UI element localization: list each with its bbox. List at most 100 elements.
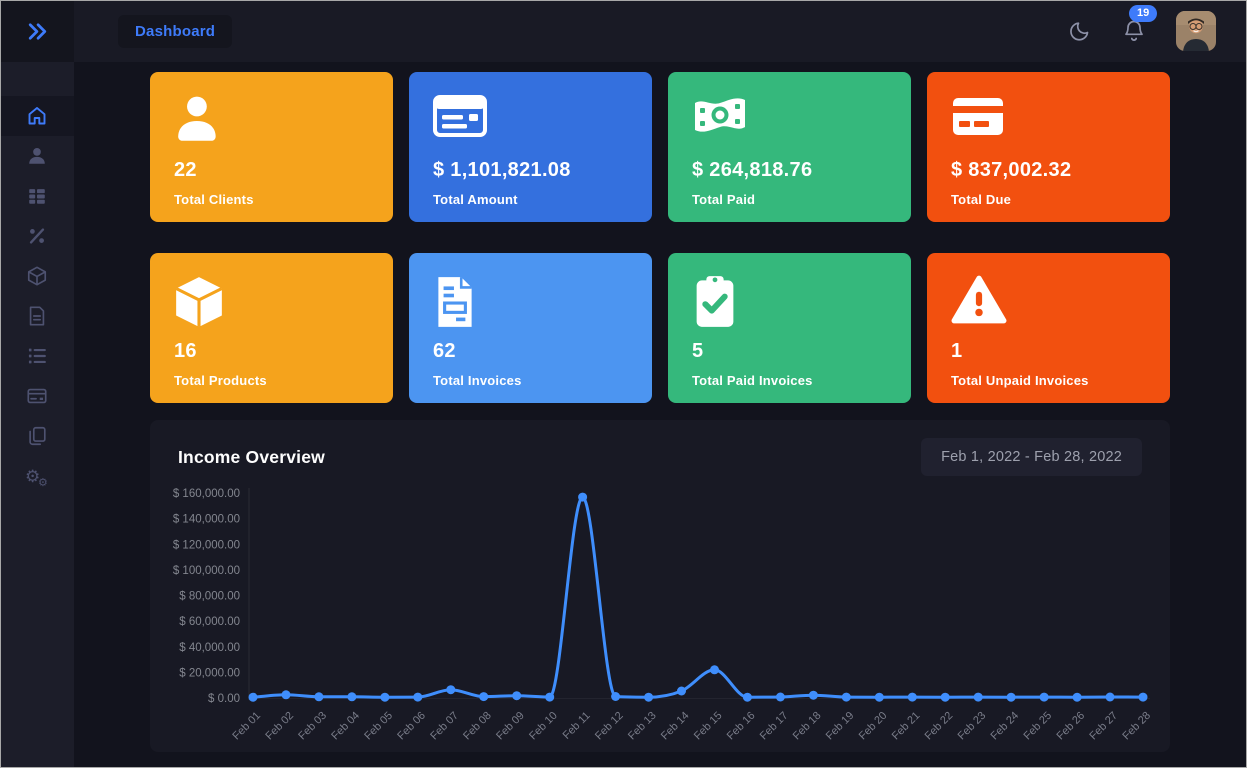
- data-point: [479, 692, 489, 702]
- stat-value: 16: [174, 340, 197, 362]
- x-tick-label: Feb 03: [296, 710, 329, 743]
- x-tick-label: Feb 05: [362, 710, 395, 743]
- ordered-list-icon: [26, 345, 48, 367]
- x-tick-label: Feb 28: [1120, 710, 1153, 743]
- stat-label: Total Amount: [433, 192, 518, 207]
- x-tick-label: Feb 17: [758, 710, 791, 743]
- gears-icon: ⚙ ⚙: [24, 464, 50, 488]
- y-tick-label: $ 100,000.00: [173, 565, 240, 577]
- data-point: [874, 692, 884, 702]
- sidebar-item-documents[interactable]: [0, 296, 74, 336]
- stat-card-total-amount: $ 1,101,821.08 Total Amount: [409, 72, 652, 222]
- credit-card-icon: [25, 385, 49, 407]
- income-line-chart: $ 160,000.00 $ 140,000.00 $ 120,000.00 $ 10…: [173, 488, 1153, 743]
- box-icon: [26, 265, 48, 287]
- x-tick-label: Feb 15: [692, 710, 725, 743]
- x-tick-label: Feb 16: [725, 710, 758, 743]
- x-tick-label: Feb 06: [395, 710, 428, 743]
- sidebar-item-dashboard[interactable]: [0, 96, 74, 136]
- sidebar-item-copies[interactable]: [0, 416, 74, 456]
- sidebar-item-payments[interactable]: [0, 376, 74, 416]
- y-tick-label: $ 60,000.00: [179, 616, 240, 628]
- data-point: [446, 685, 456, 695]
- data-point: [380, 692, 390, 702]
- sidebar-item-items[interactable]: [0, 176, 74, 216]
- stat-label: Total Invoices: [433, 373, 522, 388]
- chart-header: Income Overview Feb 1, 2022 - Feb 28, 20…: [150, 420, 1170, 478]
- data-point: [775, 692, 785, 702]
- data-point: [281, 690, 291, 700]
- user-icon: [26, 145, 48, 167]
- x-tick-label: Feb 24: [989, 710, 1022, 743]
- credit-card-stripe-icon: [951, 94, 1146, 150]
- credit-card-front-icon: [433, 94, 628, 150]
- sidebar-item-orders[interactable]: [0, 336, 74, 376]
- avatar[interactable]: [1176, 11, 1216, 51]
- main-content: 22 Total Clients $ 1,101,821.08 Total Amoun…: [74, 62, 1247, 768]
- data-point: [808, 690, 818, 700]
- notifications-button[interactable]: 19: [1122, 5, 1158, 44]
- y-tick-label: $ 20,000.00: [179, 667, 240, 679]
- data-point: [644, 692, 654, 702]
- person-icon: [174, 94, 369, 150]
- x-tick-label: Feb 21: [890, 710, 923, 743]
- data-point: [347, 692, 357, 702]
- sidebar-toggle-button[interactable]: [0, 0, 74, 62]
- stat-value: $ 1,101,821.08: [433, 159, 571, 181]
- sidebar-item-products[interactable]: [0, 256, 74, 296]
- x-tick-label: Feb 22: [923, 710, 956, 743]
- x-tick-label: Feb 12: [593, 710, 626, 743]
- x-tick-label: Feb 01: [230, 710, 263, 743]
- data-point: [611, 692, 621, 701]
- y-tick-label: $ 160,000.00: [173, 488, 240, 500]
- topbar: Dashboard 19: [0, 0, 1247, 62]
- y-tick-label: $ 0.00: [208, 693, 240, 705]
- data-point: [841, 692, 851, 702]
- notification-badge: 19: [1129, 5, 1158, 22]
- page-title: Dashboard: [118, 14, 233, 48]
- income-overview-card: Income Overview Feb 1, 2022 - Feb 28, 20…: [150, 420, 1170, 752]
- data-point: [578, 492, 588, 502]
- sidebar-item-taxes[interactable]: [0, 216, 74, 256]
- stat-card-total-unpaid-invoices: 1 Total Unpaid Invoices: [927, 253, 1170, 403]
- data-point: [973, 692, 983, 702]
- data-point: [1105, 692, 1115, 702]
- stat-card-total-paid: $ 264,818.76 Total Paid: [668, 72, 911, 222]
- y-tick-label: $ 80,000.00: [179, 591, 240, 603]
- stat-card-total-products: 16 Total Products: [150, 253, 393, 403]
- data-point: [314, 692, 324, 702]
- data-point: [907, 692, 917, 702]
- stat-value: 62: [433, 340, 456, 362]
- stat-label: Total Due: [951, 192, 1012, 207]
- data-point: [1006, 692, 1016, 702]
- x-tick-label: Feb 20: [857, 710, 890, 743]
- y-tick-label: $ 40,000.00: [179, 642, 240, 654]
- stat-value: 1: [951, 340, 963, 362]
- table-list-icon: [26, 185, 48, 207]
- x-tick-label: Feb 26: [1055, 710, 1088, 743]
- x-tick-label: Feb 19: [824, 710, 857, 743]
- invoice-icon: [433, 275, 628, 331]
- percent-icon: [26, 225, 48, 247]
- data-point: [742, 692, 752, 702]
- svg-text:⚙: ⚙: [25, 467, 40, 486]
- x-tick-label: Feb 27: [1087, 710, 1120, 743]
- money-bill-icon: [692, 94, 887, 150]
- stat-label: Total Products: [174, 373, 267, 388]
- date-range-picker[interactable]: Feb 1, 2022 - Feb 28, 2022: [921, 438, 1142, 476]
- data-point: [248, 692, 258, 702]
- stat-value: $ 837,002.32: [951, 159, 1072, 181]
- income-line: [251, 495, 1145, 699]
- y-tick-label: $ 120,000.00: [173, 539, 240, 551]
- dark-mode-toggle[interactable]: [1068, 19, 1092, 43]
- stat-value: 5: [692, 340, 704, 362]
- sidebar-item-settings[interactable]: ⚙ ⚙: [0, 456, 74, 496]
- x-tick-label: Feb 08: [461, 710, 494, 743]
- y-tick-label: $ 140,000.00: [173, 514, 240, 526]
- sidebar-item-clients[interactable]: [0, 136, 74, 176]
- stat-label: Total Paid Invoices: [692, 373, 813, 388]
- data-point: [413, 692, 423, 702]
- x-tick-label: Feb 25: [1022, 710, 1055, 743]
- stat-label: Total Paid: [692, 192, 756, 207]
- data-point: [545, 692, 555, 702]
